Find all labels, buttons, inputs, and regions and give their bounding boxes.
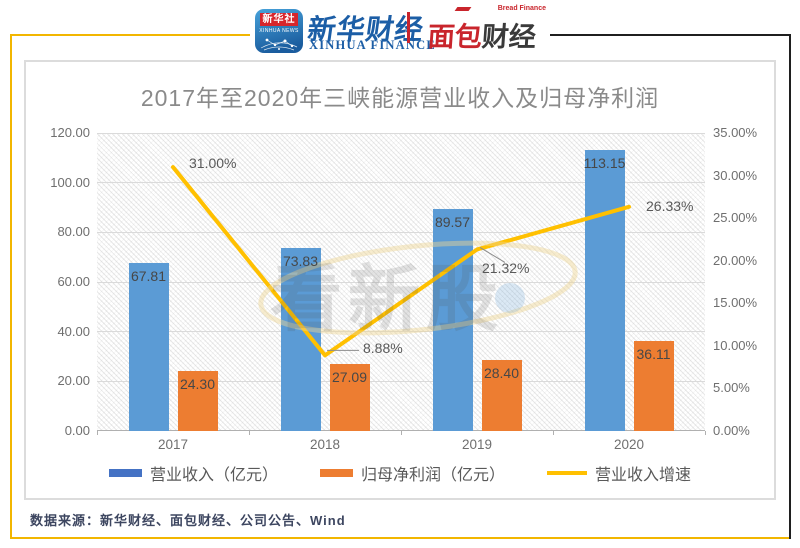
gridline <box>97 331 705 333</box>
bar-revenue-2020 <box>584 150 625 431</box>
bar-value-label: 73.83 <box>282 252 319 269</box>
bar-value-label: 89.57 <box>434 213 471 230</box>
bar-profit-2017 <box>177 370 218 431</box>
x-axis-tick <box>96 431 98 435</box>
chart-title: 2017年至2020年三峡能源营业收入及归母净利润 <box>140 85 660 111</box>
y-axis-tick-right: 35.00% <box>713 125 758 140</box>
x-axis-label: 2019 <box>461 437 493 452</box>
frame-top-yellow-line <box>10 34 250 36</box>
y-axis-tick-left: 60.00 <box>57 274 90 289</box>
y-axis-tick-right: 30.00% <box>713 167 758 183</box>
xinhua-finance-logo-subtitle: XINHUA FINANCE <box>309 38 436 52</box>
gridline <box>97 281 705 283</box>
y-axis-tick-left: 80.00 <box>57 224 90 240</box>
x-axis-line <box>97 430 705 431</box>
bar-profit-2019 <box>481 360 522 431</box>
xinhua-news-app-title: 新华社 <box>260 13 298 26</box>
legend-swatch-line <box>547 471 587 475</box>
y-axis-tick-right: 20.00% <box>713 252 758 268</box>
bread-finance-subtitle: Bread Finance <box>497 5 546 12</box>
gridline <box>97 231 705 233</box>
y-axis-tick-left: 20.00 <box>57 373 90 389</box>
gridline <box>97 132 705 134</box>
frame-right-line <box>789 34 791 539</box>
legend-label: 营业收入增速 <box>595 467 692 484</box>
bar-value-label: 24.30 <box>179 375 216 392</box>
bread-finance-name-dark: 财经 <box>480 22 537 52</box>
bread-finance-name: 面包财经 <box>427 15 538 54</box>
growth-rate-label: 8.88% <box>363 340 403 357</box>
logo-divider <box>407 12 410 43</box>
bar-revenue-2019 <box>432 208 473 431</box>
x-axis-label: 2017 <box>157 437 189 452</box>
growth-rate-label: 31.00% <box>189 155 237 172</box>
growth-line <box>171 165 631 358</box>
bar-value-label: 36.11 <box>636 346 671 363</box>
y-axis-tick-right: 15.00% <box>713 295 758 311</box>
growth-rate-label: 21.32% <box>482 260 530 277</box>
label-leader-line <box>479 247 506 263</box>
x-axis-label: 2020 <box>613 437 645 452</box>
frame-left-line <box>10 34 12 539</box>
legend-swatch-rect <box>319 469 353 477</box>
plot-area: 67.81 73.83 89.57 113.15 24.30 27.09 28.40 36.1… <box>97 132 705 431</box>
y-axis-tick-right: 5.00% <box>713 380 750 396</box>
legend-label: 归母净利润（亿元） <box>360 467 505 484</box>
y-axis-tick-right: 0.00% <box>713 423 750 438</box>
bar-value-label: 27.09 <box>331 368 368 385</box>
x-axis-tick <box>704 431 706 435</box>
x-axis-tick <box>248 431 250 435</box>
legend: 营业收入（亿元） 归母净利润（亿元） 营业收入增速 <box>24 461 776 485</box>
x-axis-tick <box>400 431 402 435</box>
y-axis-tick-right: 25.00% <box>713 210 758 226</box>
bar-revenue-2017 <box>128 262 169 431</box>
network-globe-icon <box>260 38 298 51</box>
y-axis-tick-left: 120.00 <box>50 125 90 140</box>
x-axis-label: 2018 <box>309 437 341 452</box>
bar-value-label: 113.15 <box>583 155 626 171</box>
legend-swatch-rect <box>108 469 142 477</box>
legend-item: 营业收入（亿元） <box>108 461 278 485</box>
x-axis-tick <box>552 431 554 435</box>
xinhua-news-app-subtitle: XINHUA NEWS <box>259 28 299 34</box>
bread-finance-accent <box>454 7 472 11</box>
gridline <box>97 182 705 184</box>
bread-finance-logo: Bread Finance 面包财经 <box>426 4 548 54</box>
legend-item: 归母净利润（亿元） <box>319 461 505 485</box>
bar-profit-2020 <box>633 341 674 431</box>
legend-item: 营业收入增速 <box>547 461 691 485</box>
xinhua-news-app-icon: 新华社 XINHUA NEWS <box>255 9 303 53</box>
gridline <box>97 380 705 382</box>
y-axis-tick-left: 40.00 <box>57 323 90 339</box>
bar-value-label: 28.40 <box>483 365 520 382</box>
y-axis-tick-left: 100.00 <box>50 174 90 190</box>
y-axis-tick-left: 0.00 <box>64 423 90 438</box>
y-axis-tick-right: 10.00% <box>713 337 758 353</box>
data-source: 数据来源：新华财经、面包财经、公司公告、Wind <box>30 513 346 528</box>
bar-profit-2018 <box>329 363 370 431</box>
legend-label: 营业收入（亿元） <box>149 467 278 484</box>
bread-finance-name-red: 面包 <box>426 22 483 52</box>
frame-top-dark-line <box>550 34 791 36</box>
bar-value-label: 67.81 <box>130 267 167 284</box>
frame-bottom-line <box>10 537 791 539</box>
growth-rate-label: 26.33% <box>646 197 694 214</box>
